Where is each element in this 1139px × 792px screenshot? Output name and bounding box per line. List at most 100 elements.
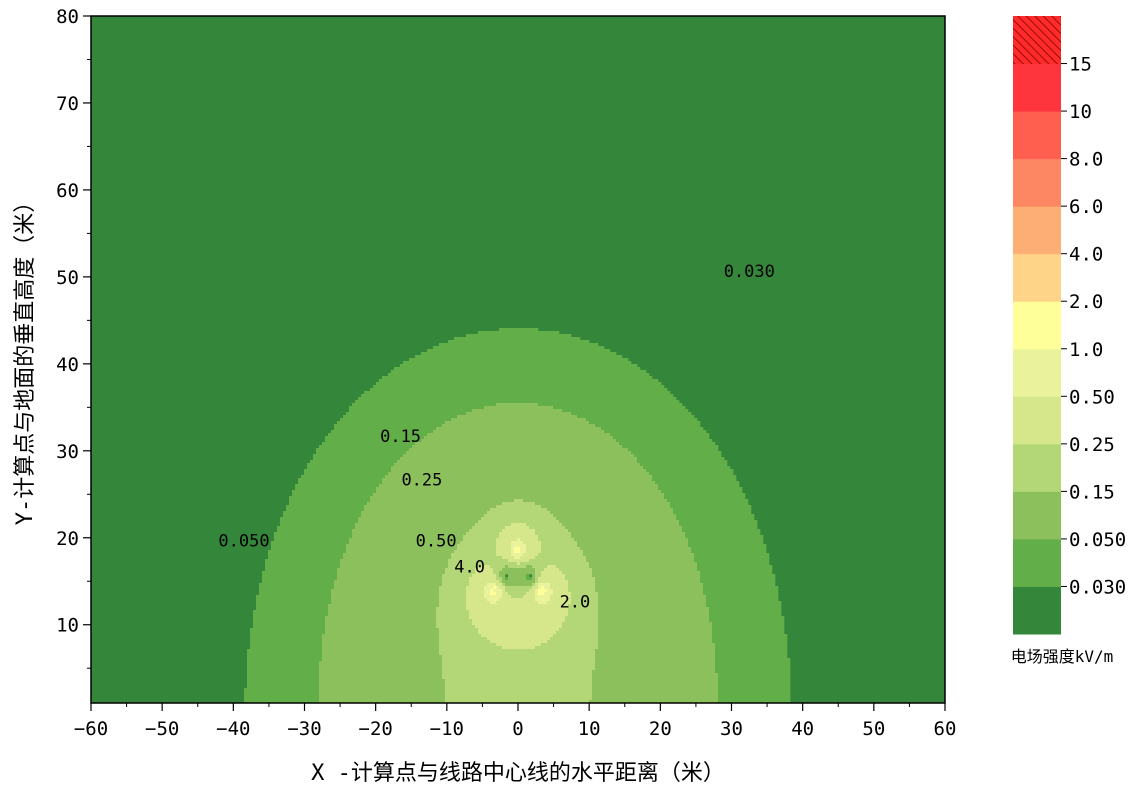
contour-cell [445, 403, 449, 407]
contour-cell [451, 400, 455, 404]
contour-cell [307, 469, 311, 473]
contour-cell [469, 472, 473, 476]
contour-cell [433, 385, 437, 389]
contour-cell [424, 469, 428, 473]
contour-cell [508, 343, 512, 347]
contour-cell [571, 406, 575, 410]
contour-cell [310, 472, 314, 476]
contour-cell [412, 373, 416, 377]
contour-cell [691, 433, 695, 437]
contour-cell [535, 412, 539, 416]
contour-cell [478, 388, 482, 392]
contour-cell [424, 451, 428, 455]
contour-cell [520, 370, 524, 374]
contour-cell [532, 448, 536, 452]
contour-cell [406, 373, 410, 377]
contour-cell [430, 475, 434, 479]
contour-cell [490, 331, 494, 335]
contour-cell [634, 415, 638, 419]
contour-cell [664, 454, 668, 458]
contour-cell [415, 358, 419, 362]
contour-cell [403, 430, 407, 434]
contour-cell [490, 352, 494, 356]
contour-cell [523, 358, 527, 362]
contour-cell [667, 415, 671, 419]
contour-cell [613, 352, 617, 356]
contour-cell [595, 385, 599, 389]
contour-cell [658, 415, 662, 419]
contour-cell [445, 349, 449, 353]
contour-cell [412, 397, 416, 401]
contour-cell [565, 439, 569, 443]
contour-cell [631, 439, 635, 443]
contour-cell [640, 415, 644, 419]
contour-cell [523, 448, 527, 452]
contour-cell [700, 430, 704, 434]
contour-cell [511, 340, 515, 344]
contour-cell [574, 367, 578, 371]
contour-cell [574, 439, 578, 443]
contour-cell [700, 445, 704, 449]
contour-cell [571, 343, 575, 347]
contour-cell [571, 424, 575, 428]
contour-cell [577, 391, 581, 395]
contour-cell [580, 340, 584, 344]
contour-cell [520, 433, 524, 437]
contour-cell [439, 475, 443, 479]
contour-cell [334, 451, 338, 455]
contour-cell [496, 397, 500, 401]
contour-cell [511, 373, 515, 377]
contour-cell [718, 463, 722, 467]
contour-cell [328, 457, 332, 461]
contour-cell [613, 427, 617, 431]
contour-cell [577, 442, 581, 446]
contour-cell [451, 397, 455, 401]
contour-cell [367, 436, 371, 440]
contour-cell [454, 400, 458, 404]
contour-cell [589, 385, 593, 389]
contour-cell [430, 415, 434, 419]
contour-cell [535, 439, 539, 443]
contour-cell [472, 475, 476, 479]
contour-cell [532, 469, 536, 473]
contour-cell [493, 385, 497, 389]
contour-cell [451, 385, 455, 389]
contour-cell [565, 391, 569, 395]
contour-cell [319, 454, 323, 458]
contour-cell [433, 382, 437, 386]
contour-cell [457, 352, 461, 356]
contour-cell [343, 475, 347, 479]
contour-cell [364, 457, 368, 461]
contour-cell [679, 460, 683, 464]
contour-cell [523, 361, 527, 365]
contour-cell [433, 370, 437, 374]
contour-cell [670, 403, 674, 407]
contour-cell [514, 382, 518, 386]
contour-cell [400, 457, 404, 461]
contour-cell [526, 430, 530, 434]
contour-cell [502, 439, 506, 443]
contour-cell [445, 388, 449, 392]
contour-cell [604, 364, 608, 368]
contour-cell [442, 421, 446, 425]
contour-cell [682, 412, 686, 416]
contour-cell [640, 421, 644, 425]
contour-cell [607, 436, 611, 440]
contour-cell [376, 406, 380, 410]
contour-cell [493, 415, 497, 419]
contour-cell [322, 442, 326, 446]
contour-cell [439, 433, 443, 437]
contour-cell [493, 400, 497, 404]
contour-cell [523, 415, 527, 419]
contour-cell [424, 361, 428, 365]
contour-cell [676, 424, 680, 428]
contour-cell [565, 340, 569, 344]
contour-cell [421, 373, 425, 377]
contour-cell [538, 412, 542, 416]
contour-cell [601, 430, 605, 434]
contour-cell [688, 421, 692, 425]
contour-cell [553, 370, 557, 374]
contour-cell [598, 364, 602, 368]
contour-cell [700, 436, 704, 440]
contour-cell [703, 439, 707, 443]
